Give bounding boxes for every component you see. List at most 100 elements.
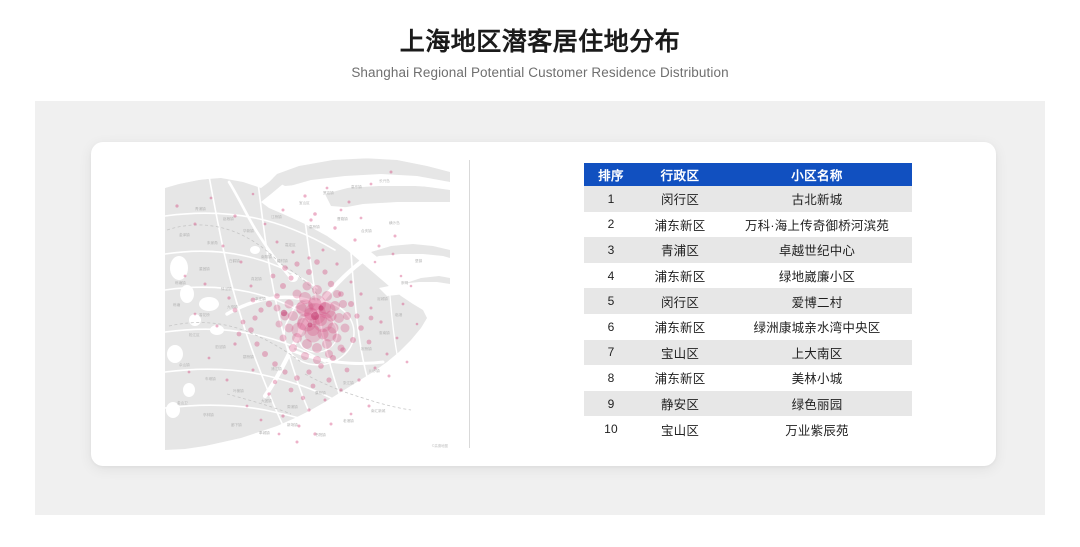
- page-heading: 上海地区潜客居住地分布 Shanghai Regional Potential …: [0, 26, 1080, 82]
- cell-community: 绿地崴廉小区: [722, 262, 912, 289]
- svg-text:青浦镇: 青浦镇: [195, 206, 206, 211]
- table-row[interactable]: 9 静安区 绿色丽园: [584, 390, 912, 417]
- svg-text:金泽镇: 金泽镇: [179, 232, 190, 237]
- svg-text:宝山区: 宝山区: [299, 200, 310, 205]
- svg-text:祝桥镇: 祝桥镇: [361, 346, 372, 351]
- column-header-district[interactable]: 行政区: [638, 163, 722, 186]
- svg-text:江桥镇: 江桥镇: [271, 214, 282, 219]
- svg-text:南翔镇: 南翔镇: [261, 254, 272, 259]
- table-row[interactable]: 3 青浦区 卓越世纪中心: [584, 237, 912, 263]
- svg-text:车墩镇: 车墩镇: [205, 376, 216, 381]
- cell-district: 浦东新区: [638, 365, 722, 391]
- cell-rank: 5: [584, 288, 638, 314]
- cell-community: 爱博二村: [722, 288, 912, 314]
- cell-community: 古北新城: [722, 186, 912, 212]
- svg-text:堡镇: 堡镇: [415, 258, 423, 263]
- svg-text:佘山镇: 佘山镇: [179, 362, 190, 367]
- svg-text:南汇新城: 南汇新城: [371, 408, 386, 413]
- svg-text:叶榭镇: 叶榭镇: [233, 388, 244, 393]
- cell-rank: 8: [584, 365, 638, 391]
- svg-text:练塘镇: 练塘镇: [175, 280, 186, 285]
- cell-rank: 1: [584, 186, 638, 212]
- svg-text:周浦镇: 周浦镇: [287, 404, 298, 409]
- cell-rank: 10: [584, 416, 638, 442]
- table-row[interactable]: 8 浦东新区 美林小城: [584, 365, 912, 391]
- svg-text:松江区: 松江区: [189, 332, 200, 337]
- cell-community: 万科·海上传奇御桥河滨苑: [722, 211, 912, 238]
- cell-community: 绿洲康城亲水湾中央区: [722, 313, 912, 340]
- svg-text:康桥镇: 康桥镇: [315, 390, 326, 395]
- svg-text:浦江镇: 浦江镇: [271, 366, 282, 371]
- svg-text:顾村镇: 顾村镇: [277, 258, 288, 263]
- svg-text:亭林镇: 亭林镇: [203, 412, 214, 417]
- cell-community: 万业紫辰苑: [722, 416, 912, 442]
- table-row[interactable]: 7 宝山区 上大南区: [584, 339, 912, 366]
- cell-district: 青浦区: [638, 237, 722, 263]
- table-row[interactable]: 5 闵行区 爱博二村: [584, 288, 912, 314]
- svg-text:金山卫: 金山卫: [177, 400, 188, 405]
- report-card: 青浦镇 赵巷镇 金泽镇 朱家角 华新镇 江桥镇 宝山区 罗店镇 高东镇 长兴岛 嘉定区 南翔…: [91, 142, 996, 466]
- cell-district: 浦东新区: [638, 262, 722, 289]
- svg-text:徐泾镇: 徐泾镇: [221, 286, 232, 291]
- table-row[interactable]: 1 闵行区 古北新城: [584, 186, 912, 212]
- svg-text:崇明: 崇明: [401, 280, 409, 285]
- cell-community: 上大南区: [722, 339, 912, 366]
- svg-text:长兴岛: 长兴岛: [379, 178, 390, 183]
- svg-text:泗泾镇: 泗泾镇: [215, 344, 226, 349]
- cell-rank: 4: [584, 262, 638, 289]
- table-row[interactable]: 2 浦东新区 万科·海上传奇御桥河滨苑: [584, 211, 912, 238]
- svg-text:廊下镇: 廊下镇: [231, 422, 242, 427]
- cell-district: 浦东新区: [638, 313, 722, 340]
- svg-text:临港: 临港: [395, 312, 403, 317]
- cell-district: 浦东新区: [638, 211, 722, 238]
- column-header-community[interactable]: 小区名称: [722, 163, 912, 186]
- cell-community: 卓越世纪中心: [722, 237, 912, 263]
- svg-text:合庆镇: 合庆镇: [361, 228, 372, 233]
- page-title: 上海地区潜客居住地分布: [399, 28, 681, 56]
- svg-text:重固镇: 重固镇: [199, 266, 210, 271]
- table-body: 1 闵行区 古北新城 2 浦东新区 万科·海上传奇御桥河滨苑 3 青浦区 卓越世纪中心 4 浦东新区…: [584, 186, 912, 442]
- svg-text:白鹤镇: 白鹤镇: [229, 258, 240, 263]
- cell-district: 闵行区: [638, 186, 722, 212]
- svg-text:高桥镇: 高桥镇: [309, 224, 320, 229]
- cell-community: 绿色丽园: [722, 390, 912, 417]
- svg-text:华新镇: 华新镇: [243, 228, 254, 233]
- svg-text:老港镇: 老港镇: [343, 418, 354, 423]
- table-header-row: 排序 行政区 小区名称: [584, 163, 912, 186]
- cell-community: 美林小城: [722, 365, 912, 391]
- svg-text:泥城镇: 泥城镇: [377, 296, 388, 301]
- svg-text:朱家角: 朱家角: [207, 240, 218, 245]
- svg-text:张江镇: 张江镇: [343, 380, 354, 385]
- cell-district: 宝山区: [638, 416, 722, 442]
- table-row[interactable]: 6 浦东新区 绿洲康城亲水湾中央区: [584, 313, 912, 340]
- svg-text:香花桥: 香花桥: [199, 312, 210, 317]
- svg-text:曹路镇: 曹路镇: [337, 216, 348, 221]
- page-subtitle: Shanghai Regional Potential Customer Res…: [351, 65, 729, 80]
- column-header-rank[interactable]: 排序: [584, 163, 638, 186]
- svg-text:莘庄镇: 莘庄镇: [255, 296, 266, 301]
- cell-rank: 6: [584, 313, 638, 340]
- svg-text:大团镇: 大团镇: [261, 398, 272, 403]
- svg-text:高东镇: 高东镇: [351, 184, 362, 189]
- cell-district: 闵行区: [638, 288, 722, 314]
- svg-text:奉城镇: 奉城镇: [259, 430, 270, 435]
- cell-rank: 3: [584, 237, 638, 263]
- svg-text:嘉定区: 嘉定区: [285, 242, 296, 247]
- svg-text:新场镇: 新场镇: [287, 422, 298, 427]
- map-panel[interactable]: 青浦镇 赵巷镇 金泽镇 朱家角 华新镇 江桥镇 宝山区 罗店镇 高东镇 长兴岛 嘉定区 南翔…: [165, 158, 450, 450]
- cell-rank: 9: [584, 390, 638, 417]
- svg-text:横沙岛: 横沙岛: [389, 220, 400, 225]
- svg-text:九亭镇: 九亭镇: [227, 304, 238, 309]
- svg-text:练塘: 练塘: [173, 302, 181, 307]
- cell-rank: 2: [584, 211, 638, 238]
- ranking-table: 排序 行政区 小区名称 1 闵行区 古北新城 2 浦东新区 万科·海上传奇御桥河滨苑 3 青浦…: [584, 163, 912, 442]
- svg-text:赵巷镇: 赵巷镇: [223, 216, 234, 221]
- table-row[interactable]: 4 浦东新区 绿地崴廉小区: [584, 262, 912, 289]
- svg-text:川沙镇: 川沙镇: [369, 368, 380, 373]
- cell-district: 静安区: [638, 390, 722, 417]
- cell-rank: 7: [584, 339, 638, 366]
- table-row[interactable]: 10 宝山区 万业紫辰苑: [584, 416, 912, 442]
- map-attribution: ©高德地图: [431, 444, 448, 448]
- svg-text:惠南镇: 惠南镇: [379, 330, 390, 335]
